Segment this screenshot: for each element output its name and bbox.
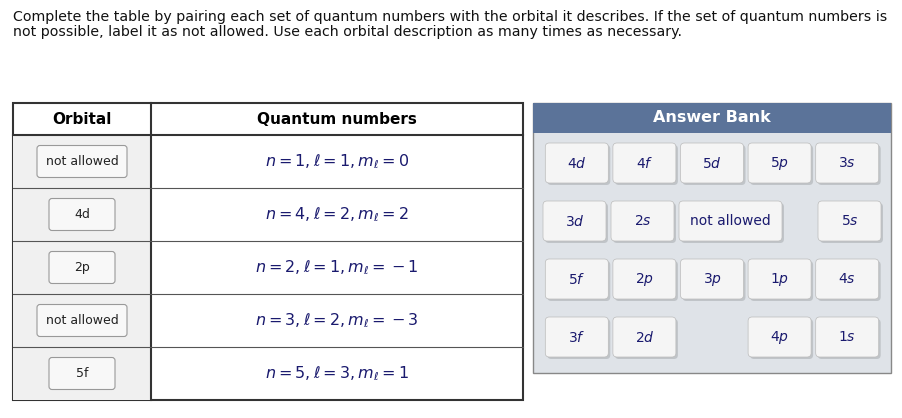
FancyBboxPatch shape bbox=[49, 252, 115, 283]
Text: $2p$: $2p$ bbox=[634, 270, 653, 288]
FancyBboxPatch shape bbox=[37, 304, 127, 336]
FancyBboxPatch shape bbox=[747, 317, 810, 357]
FancyBboxPatch shape bbox=[747, 143, 810, 183]
FancyBboxPatch shape bbox=[614, 145, 677, 185]
FancyBboxPatch shape bbox=[747, 259, 810, 299]
FancyBboxPatch shape bbox=[49, 199, 115, 230]
Text: $3d$: $3d$ bbox=[564, 214, 584, 229]
FancyBboxPatch shape bbox=[817, 261, 879, 301]
FancyBboxPatch shape bbox=[680, 143, 742, 183]
FancyBboxPatch shape bbox=[819, 203, 882, 243]
FancyBboxPatch shape bbox=[750, 319, 812, 359]
Text: $4d$: $4d$ bbox=[566, 155, 586, 171]
FancyBboxPatch shape bbox=[49, 357, 115, 390]
Text: 4d: 4d bbox=[74, 208, 90, 221]
FancyBboxPatch shape bbox=[545, 143, 608, 183]
Text: $4s$: $4s$ bbox=[837, 272, 855, 286]
Text: $1p$: $1p$ bbox=[769, 270, 788, 288]
FancyBboxPatch shape bbox=[545, 203, 607, 243]
FancyBboxPatch shape bbox=[614, 261, 677, 301]
FancyBboxPatch shape bbox=[682, 145, 745, 185]
Bar bbox=[13, 294, 151, 347]
FancyBboxPatch shape bbox=[815, 317, 878, 357]
Text: $5s$: $5s$ bbox=[840, 214, 858, 228]
FancyBboxPatch shape bbox=[817, 319, 879, 359]
Text: Complete the table by pairing each set of quantum numbers with the orbital it de: Complete the table by pairing each set o… bbox=[13, 10, 887, 24]
Text: $4p$: $4p$ bbox=[769, 329, 788, 346]
Bar bbox=[532, 103, 890, 133]
FancyBboxPatch shape bbox=[815, 259, 878, 299]
FancyBboxPatch shape bbox=[750, 261, 812, 301]
Text: $n = 1, \ell = 1, m_\ell = 0$: $n = 1, \ell = 1, m_\ell = 0$ bbox=[264, 152, 409, 171]
Text: $5f$: $5f$ bbox=[567, 272, 584, 286]
FancyBboxPatch shape bbox=[545, 317, 608, 357]
Text: $4f$: $4f$ bbox=[635, 155, 652, 171]
Text: $1s$: $1s$ bbox=[837, 330, 855, 344]
Text: not allowed: not allowed bbox=[689, 214, 770, 228]
Bar bbox=[13, 188, 151, 241]
FancyBboxPatch shape bbox=[817, 201, 880, 241]
Bar bbox=[13, 103, 522, 400]
FancyBboxPatch shape bbox=[682, 261, 745, 301]
Text: not possible, label it as not allowed. Use each orbital description as many time: not possible, label it as not allowed. U… bbox=[13, 25, 681, 39]
Bar bbox=[13, 347, 151, 400]
Text: not allowed: not allowed bbox=[46, 314, 118, 327]
FancyBboxPatch shape bbox=[614, 319, 677, 359]
Bar bbox=[13, 135, 151, 188]
FancyBboxPatch shape bbox=[611, 201, 673, 241]
Text: 5f: 5f bbox=[76, 367, 88, 380]
FancyBboxPatch shape bbox=[547, 319, 610, 359]
Text: $n = 5, \ell = 3, m_\ell = 1$: $n = 5, \ell = 3, m_\ell = 1$ bbox=[265, 364, 409, 383]
FancyBboxPatch shape bbox=[815, 143, 878, 183]
FancyBboxPatch shape bbox=[547, 261, 610, 301]
FancyBboxPatch shape bbox=[612, 203, 676, 243]
Bar bbox=[13, 241, 151, 294]
Bar bbox=[532, 103, 890, 373]
Text: $n = 3, \ell = 2, m_\ell = -3$: $n = 3, \ell = 2, m_\ell = -3$ bbox=[255, 311, 419, 330]
Text: not allowed: not allowed bbox=[46, 155, 118, 168]
Text: 2p: 2p bbox=[74, 261, 90, 274]
FancyBboxPatch shape bbox=[612, 259, 676, 299]
Text: Answer Bank: Answer Bank bbox=[652, 110, 770, 125]
Text: $n = 2, \ell = 1, m_\ell = -1$: $n = 2, \ell = 1, m_\ell = -1$ bbox=[255, 258, 419, 277]
FancyBboxPatch shape bbox=[612, 317, 676, 357]
FancyBboxPatch shape bbox=[612, 143, 676, 183]
Text: $5d$: $5d$ bbox=[702, 155, 721, 171]
FancyBboxPatch shape bbox=[750, 145, 812, 185]
Text: $n = 4, \ell = 2, m_\ell = 2$: $n = 4, \ell = 2, m_\ell = 2$ bbox=[265, 205, 409, 224]
FancyBboxPatch shape bbox=[37, 145, 127, 178]
Text: $3p$: $3p$ bbox=[702, 270, 721, 288]
FancyBboxPatch shape bbox=[680, 259, 742, 299]
Text: $5p$: $5p$ bbox=[769, 155, 788, 171]
Text: $3f$: $3f$ bbox=[567, 329, 584, 344]
FancyBboxPatch shape bbox=[542, 201, 605, 241]
Text: $3s$: $3s$ bbox=[837, 156, 855, 170]
FancyBboxPatch shape bbox=[817, 145, 879, 185]
FancyBboxPatch shape bbox=[678, 201, 781, 241]
Text: $2s$: $2s$ bbox=[633, 214, 650, 228]
Text: Orbital: Orbital bbox=[52, 112, 112, 127]
Text: Quantum numbers: Quantum numbers bbox=[257, 112, 417, 127]
FancyBboxPatch shape bbox=[680, 203, 783, 243]
FancyBboxPatch shape bbox=[547, 145, 610, 185]
FancyBboxPatch shape bbox=[545, 259, 608, 299]
Text: $2d$: $2d$ bbox=[634, 329, 654, 344]
